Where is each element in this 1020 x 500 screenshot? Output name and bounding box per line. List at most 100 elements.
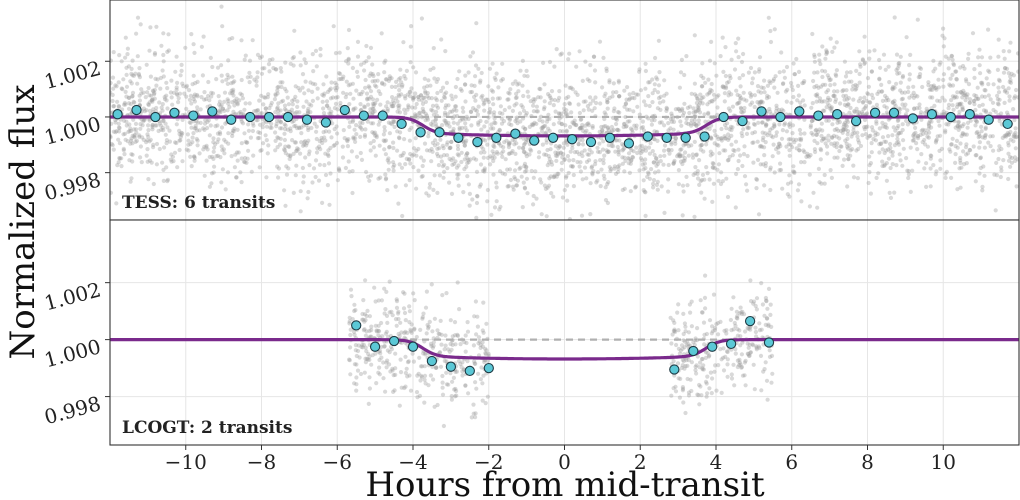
raw-point: [282, 122, 287, 127]
raw-point: [655, 187, 660, 192]
raw-point: [295, 99, 300, 104]
raw-point: [892, 190, 897, 195]
raw-point: [561, 141, 567, 146]
raw-point: [826, 118, 831, 123]
raw-point: [811, 78, 816, 84]
raw-point: [562, 157, 568, 162]
raw-point: [582, 165, 588, 170]
raw-point: [726, 106, 732, 111]
raw-point: [996, 54, 1001, 59]
raw-point: [466, 160, 471, 165]
raw-point: [698, 179, 703, 184]
raw-point: [502, 140, 507, 145]
raw-point: [842, 97, 847, 102]
raw-point: [708, 135, 714, 140]
raw-point: [463, 73, 468, 78]
raw-point: [485, 199, 490, 204]
raw-point: [757, 100, 762, 105]
raw-point: [456, 172, 461, 177]
raw-point: [220, 148, 225, 153]
raw-point: [457, 127, 462, 132]
raw-point: [524, 168, 529, 173]
raw-point: [422, 400, 427, 405]
raw-point: [430, 119, 435, 124]
raw-point: [216, 137, 221, 142]
raw-point: [455, 280, 460, 285]
raw-point: [195, 138, 200, 143]
raw-point: [145, 138, 150, 143]
raw-point: [842, 127, 847, 132]
raw-point: [901, 146, 906, 151]
raw-point: [518, 68, 523, 73]
raw-point: [635, 92, 641, 97]
raw-point: [489, 88, 494, 93]
raw-point: [616, 80, 622, 85]
raw-point: [637, 69, 642, 74]
raw-point: [141, 137, 146, 142]
raw-point: [772, 170, 777, 175]
raw-point: [987, 69, 992, 75]
raw-point: [678, 154, 683, 159]
raw-point: [463, 99, 468, 104]
raw-point: [677, 153, 683, 158]
raw-point: [575, 92, 580, 97]
raw-point: [580, 128, 586, 133]
raw-point: [514, 161, 519, 166]
raw-point: [721, 85, 727, 90]
raw-point: [892, 143, 898, 148]
raw-point: [278, 66, 283, 71]
raw-point: [322, 91, 327, 96]
raw-point: [337, 50, 342, 55]
raw-point: [991, 82, 996, 87]
raw-point: [532, 120, 537, 125]
raw-point: [140, 135, 145, 140]
raw-point: [697, 158, 702, 163]
raw-point: [152, 52, 157, 57]
raw-point: [823, 141, 828, 146]
raw-point: [699, 190, 704, 195]
raw-point: [305, 196, 310, 201]
raw-point: [714, 142, 720, 147]
raw-point: [498, 204, 503, 209]
raw-point: [960, 95, 965, 100]
raw-point: [247, 58, 253, 63]
raw-point: [632, 96, 637, 101]
raw-point: [601, 161, 606, 166]
raw-point: [372, 102, 377, 107]
raw-point: [927, 130, 932, 135]
raw-point: [271, 66, 276, 71]
raw-point: [368, 148, 373, 153]
raw-point: [549, 159, 554, 164]
raw-point: [946, 66, 951, 71]
raw-point: [554, 158, 559, 163]
raw-point: [959, 165, 964, 170]
raw-point: [716, 162, 722, 167]
raw-point: [160, 125, 165, 130]
raw-point: [407, 320, 412, 325]
raw-point: [407, 127, 412, 133]
raw-point: [904, 156, 909, 161]
raw-point: [836, 128, 841, 133]
raw-point: [580, 78, 585, 83]
raw-point: [174, 91, 179, 96]
raw-point: [292, 140, 297, 145]
raw-point: [763, 122, 769, 127]
raw-point: [917, 102, 922, 107]
raw-point: [600, 85, 605, 90]
raw-point: [443, 105, 448, 111]
raw-point: [317, 139, 322, 144]
raw-point: [549, 191, 554, 196]
raw-point: [456, 183, 461, 188]
raw-point: [399, 165, 405, 170]
raw-point: [467, 191, 472, 196]
raw-point: [790, 145, 795, 150]
raw-point: [839, 144, 844, 149]
raw-point: [762, 313, 767, 318]
raw-point: [179, 68, 184, 73]
binned-point: [112, 109, 123, 120]
raw-point: [473, 63, 479, 68]
raw-point: [722, 122, 728, 128]
raw-point: [363, 77, 368, 83]
raw-point: [638, 88, 644, 93]
raw-point: [893, 128, 898, 133]
